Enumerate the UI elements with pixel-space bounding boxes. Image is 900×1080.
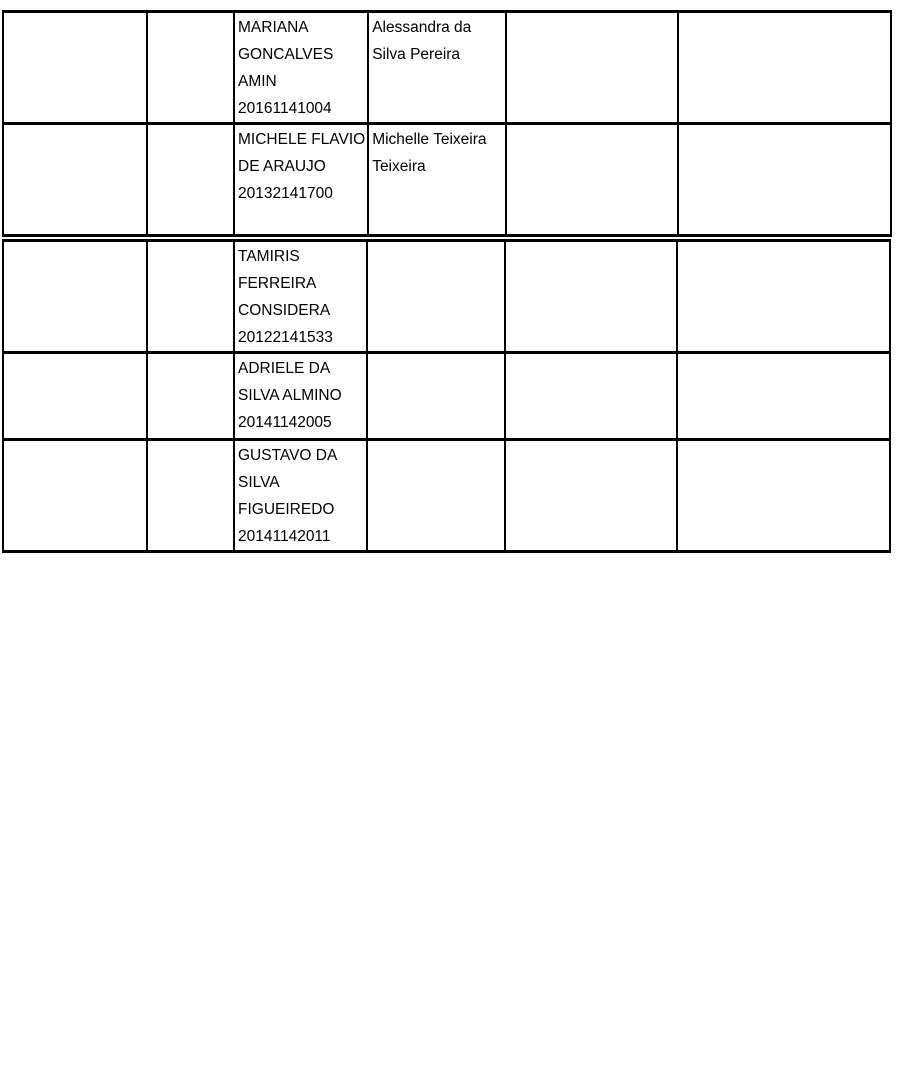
cell-text-line: 20141142011: [238, 528, 331, 545]
table-section-1: MARIANA GONCALVES AMIN 20161141004 Alessandr…: [2, 10, 893, 237]
table-cell: [2, 351, 148, 441]
table-cell: MARIANA GONCALVES AMIN 20161141004: [232, 10, 370, 125]
table-cell: [505, 10, 680, 125]
cell-text-line: Alessandra da: [372, 19, 472, 36]
cell-text-line: GONCALVES: [238, 46, 334, 63]
table-cell: [366, 239, 506, 354]
table-cell: [677, 10, 893, 125]
table-row: ADRIELE DA SILVA ALMINO 20141142005: [2, 351, 891, 441]
table-cell: [146, 438, 235, 553]
table-cell: [504, 351, 678, 441]
table-cell: [676, 351, 891, 441]
cell-text-line: FERREIRA: [238, 275, 317, 292]
cell-text-line: DE ARAUJO: [238, 158, 326, 175]
table-cell: [366, 351, 506, 441]
table-cell: ADRIELE DA SILVA ALMINO 20141142005: [233, 351, 368, 441]
cell-text-line: GUSTAVO DA: [238, 447, 338, 464]
cell-text-line: 20161141004: [238, 100, 332, 117]
table-row: GUSTAVO DA SILVA FIGUEIREDO 20141142011: [2, 438, 891, 553]
table-cell: [676, 239, 891, 354]
table-section-2: TAMIRIS FERREIRA CONSIDERA 20122141533 ADRIE…: [2, 239, 891, 553]
table-cell: [2, 438, 148, 553]
table-cell: [505, 122, 680, 237]
table-row: TAMIRIS FERREIRA CONSIDERA 20122141533: [2, 239, 891, 354]
cell-text-line: MICHELE FLAVIO: [238, 131, 366, 148]
table-cell: GUSTAVO DA SILVA FIGUEIREDO 20141142011: [233, 438, 368, 553]
table-cell: [2, 239, 148, 354]
cell-text-line: 20132141700: [238, 185, 333, 202]
table-cell: [504, 239, 678, 354]
cell-text-line: 20141142005: [238, 414, 332, 431]
table-cell: [676, 438, 891, 553]
table-cell: [2, 10, 148, 125]
cell-text-line: ADRIELE DA: [238, 360, 331, 377]
cell-text-line: Teixeira: [372, 158, 426, 175]
table-cell: [504, 438, 678, 553]
cell-text-line: CONSIDERA: [238, 302, 331, 319]
cell-text-line: Silva Pereira: [372, 46, 461, 63]
cell-text-line: MARIANA: [238, 19, 309, 36]
table-cell: Michelle Teixeira Teixeira: [367, 122, 508, 237]
cell-text-line: AMIN: [238, 73, 277, 90]
table-cell: [2, 122, 148, 237]
table-row: MARIANA GONCALVES AMIN 20161141004 Alessandr…: [2, 10, 893, 125]
table-cell: [366, 438, 506, 553]
table-cell: [146, 122, 235, 237]
table-row: MICHELE FLAVIO DE ARAUJO 20132141700 Michel…: [2, 122, 893, 237]
cell-text-line: Michelle Teixeira: [372, 131, 487, 148]
cell-text-line: FIGUEIREDO: [238, 501, 335, 518]
table-cell: [677, 122, 893, 237]
table-cell: [146, 351, 235, 441]
table-cell: [146, 10, 235, 125]
table-cell: TAMIRIS FERREIRA CONSIDERA 20122141533: [233, 239, 368, 354]
cell-text-line: SILVA: [238, 474, 280, 491]
table-cell: [146, 239, 235, 354]
table-cell: MICHELE FLAVIO DE ARAUJO 20132141700: [232, 122, 370, 237]
table-cell: Alessandra da Silva Pereira: [367, 10, 508, 125]
cell-text-line: 20122141533: [238, 329, 333, 346]
cell-text-line: TAMIRIS: [238, 248, 300, 265]
cell-text-line: SILVA ALMINO: [238, 387, 342, 404]
